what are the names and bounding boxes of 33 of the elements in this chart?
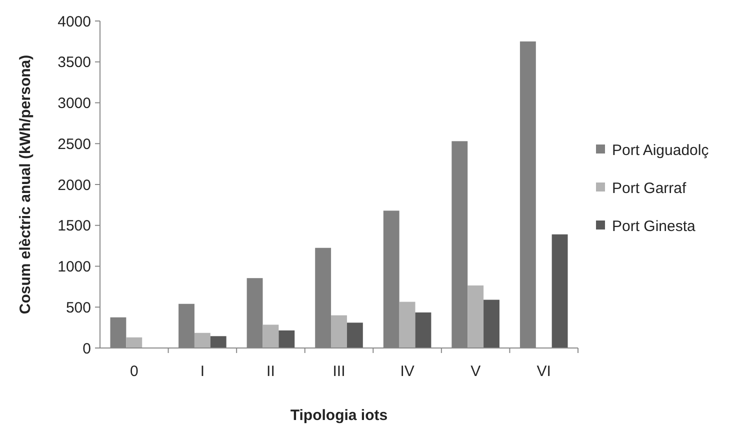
bar	[346, 322, 363, 348]
x-tick-label: V	[470, 363, 481, 380]
bar	[278, 330, 295, 348]
bar	[210, 336, 226, 348]
bar	[331, 315, 347, 348]
y-tick-label: 3500	[58, 54, 91, 72]
bar	[262, 324, 279, 348]
x-tick-label: II	[266, 363, 275, 380]
bar	[415, 312, 432, 348]
y-tick-label: 0	[82, 340, 91, 358]
legend-label: Port Garraf	[612, 180, 688, 197]
bar	[399, 302, 416, 348]
x-tick-label: VI	[536, 363, 551, 380]
legend-label: Port Aiguadolç	[612, 142, 710, 159]
y-tick-label: 3000	[58, 95, 91, 112]
bar	[194, 332, 210, 348]
y-tick-label: 500	[66, 299, 91, 316]
y-tick-label: 2000	[58, 176, 91, 194]
x-axis-title: Tipologia iots	[290, 407, 388, 424]
y-tick-label: 2500	[58, 136, 91, 153]
x-tick-label: 0	[130, 363, 138, 380]
y-tick-label: 4000	[58, 13, 91, 30]
x-tick-label: III	[332, 363, 346, 380]
bar	[126, 337, 142, 348]
y-tick-label: 1500	[58, 218, 91, 235]
x-tick-label: IV	[400, 363, 414, 380]
y-tick-label: 1000	[58, 258, 91, 276]
y-axis-title: Cosum elèctric anual (kWh/persona)	[17, 54, 34, 314]
legend-label: Port Ginesta	[612, 218, 696, 235]
bar	[484, 300, 500, 348]
x-tick-label: I	[200, 363, 205, 380]
bar	[552, 234, 568, 348]
bar	[468, 285, 484, 348]
